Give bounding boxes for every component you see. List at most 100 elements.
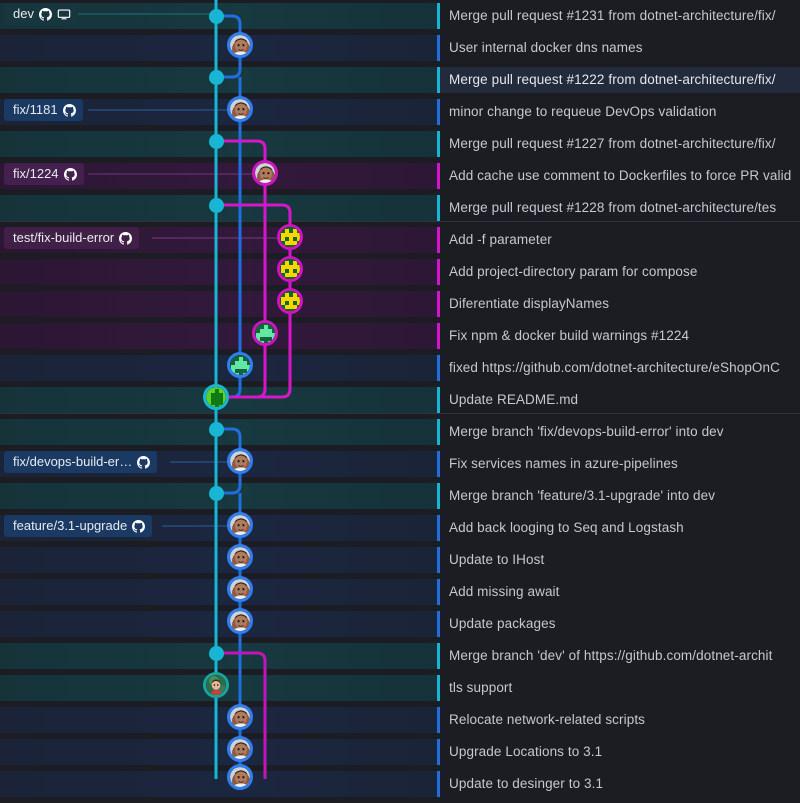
- branch-label-dev[interactable]: dev: [4, 3, 78, 25]
- branch-label-text: fix/1224: [13, 166, 59, 181]
- branch-label-fix-devops-build-error[interactable]: fix/devops-build-er…: [4, 451, 158, 473]
- branch-label-test-fix-build-error[interactable]: test/fix-build-error: [4, 227, 140, 249]
- commit-row-band: [0, 547, 440, 573]
- commit-color-bar: [437, 259, 440, 285]
- section-separator: [0, 221, 800, 222]
- github-icon: [137, 455, 151, 469]
- commit-row[interactable]: User internal docker dns names: [0, 35, 800, 67]
- commit-message: Add missing await: [449, 584, 560, 599]
- merge-node[interactable]: [208, 197, 224, 213]
- avatar-identicon[interactable]: [277, 224, 303, 250]
- commit-row-band: [0, 35, 440, 61]
- merge-node[interactable]: [208, 645, 224, 661]
- commit-row[interactable]: Upgrade Locations to 3.1: [0, 739, 800, 771]
- avatar: [255, 323, 275, 343]
- avatar-photo2[interactable]: [203, 672, 229, 698]
- avatar-identicon[interactable]: [227, 352, 253, 378]
- branch-label-fix-1224[interactable]: fix/1224: [4, 163, 84, 185]
- commit-message: minor change to requeue DevOps validatio…: [449, 104, 717, 119]
- avatar-photo[interactable]: [252, 160, 278, 186]
- commit-row[interactable]: Update to IHost: [0, 547, 800, 579]
- branch-label-text: dev: [13, 6, 34, 21]
- commit-color-bar: [437, 227, 440, 253]
- avatar-photo[interactable]: [227, 576, 253, 602]
- commit-row[interactable]: Fix npm & docker build warnings #1224: [0, 323, 800, 355]
- github-icon: [119, 231, 133, 245]
- avatar: [230, 355, 250, 375]
- row-selection-highlight: [440, 67, 800, 93]
- avatar-photo[interactable]: [227, 448, 253, 474]
- avatar: [230, 547, 250, 567]
- commit-color-bar: [437, 547, 440, 573]
- commit-color-bar: [437, 675, 440, 701]
- branch-label-text: fix/1181: [13, 102, 58, 117]
- avatar-photo[interactable]: [227, 544, 253, 570]
- commit-color-bar: [437, 579, 440, 605]
- avatar-photo[interactable]: [227, 704, 253, 730]
- avatar-photo[interactable]: [227, 512, 253, 538]
- commit-message: Add -f parameter: [449, 232, 552, 247]
- commit-message: Add back looging to Seq and Logstash: [449, 520, 684, 535]
- commit-row-band: [0, 291, 440, 317]
- avatar-identicon[interactable]: [277, 256, 303, 282]
- commit-color-bar: [437, 99, 440, 125]
- commit-color-bar: [437, 483, 440, 509]
- commit-row[interactable]: Update packages: [0, 611, 800, 643]
- commit-color-bar: [437, 611, 440, 637]
- avatar-photo[interactable]: [227, 764, 253, 790]
- commit-row[interactable]: Add missing await: [0, 579, 800, 611]
- avatar: [280, 259, 300, 279]
- avatar: [280, 227, 300, 247]
- avatar-identicon[interactable]: [252, 320, 278, 346]
- github-icon: [38, 7, 52, 21]
- avatar: [230, 451, 250, 471]
- github-icon: [137, 455, 151, 469]
- commit-color-bar: [437, 3, 440, 29]
- avatar-photo[interactable]: [227, 736, 253, 762]
- github-icon: [62, 103, 76, 117]
- commit-color-bar: [437, 451, 440, 477]
- commit-message: Diferentiate displayNames: [449, 296, 610, 311]
- commit-message: Merge branch 'dev' of https://github.com…: [449, 648, 773, 663]
- avatar-photo[interactable]: [227, 96, 253, 122]
- commit-row-band: [0, 579, 440, 605]
- commit-message: Merge pull request #1227 from dotnet-arc…: [449, 136, 776, 151]
- branch-label-fix-1181[interactable]: fix/1181: [4, 99, 83, 121]
- branch-graph: [78, 0, 292, 779]
- merge-node[interactable]: [208, 8, 224, 24]
- commit-message: Upgrade Locations to 3.1: [449, 744, 603, 759]
- commit-message: Merge pull request #1228 from dotnet-arc…: [449, 200, 777, 215]
- commit-color-bar: [437, 67, 440, 93]
- commit-row[interactable]: Add project-directory param for compose: [0, 259, 800, 291]
- merge-node[interactable]: [208, 69, 224, 85]
- github-icon: [132, 519, 146, 533]
- avatar: [206, 675, 226, 695]
- github-icon: [63, 167, 77, 181]
- avatar: [230, 739, 250, 759]
- commit-message: Relocate network-related scripts: [449, 712, 646, 727]
- merge-node[interactable]: [208, 421, 224, 437]
- merge-node[interactable]: [208, 133, 224, 149]
- avatar-identicon[interactable]: [203, 384, 229, 410]
- section-separator: [0, 413, 800, 414]
- avatar-identicon[interactable]: [277, 288, 303, 314]
- commit-color-bar: [437, 739, 440, 765]
- commit-row[interactable]: fixed https://github.com/dotnet-architec…: [0, 355, 800, 387]
- avatar-photo[interactable]: [227, 32, 253, 58]
- merge-node[interactable]: [208, 485, 224, 501]
- github-icon: [38, 7, 52, 21]
- avatar-photo[interactable]: [227, 608, 253, 634]
- branch-label-text: test/fix-build-error: [13, 230, 115, 245]
- commit-row[interactable]: Diferentiate displayNames: [0, 291, 800, 323]
- commit-row[interactable]: Relocate network-related scripts: [0, 707, 800, 739]
- avatar: [230, 707, 250, 727]
- commit-row-band: [0, 739, 440, 765]
- commit-message: Update to IHost: [449, 552, 545, 567]
- commit-color-bar: [437, 163, 440, 189]
- commit-message: Merge branch 'fix/devops-build-error' in…: [449, 424, 724, 439]
- commit-color-bar: [437, 131, 440, 157]
- commit-color-bar: [437, 515, 440, 541]
- commit-row-band: [0, 355, 440, 381]
- branch-label-feature-3-1-upgrade[interactable]: feature/3.1-upgrade: [4, 515, 153, 537]
- avatar: [230, 767, 250, 787]
